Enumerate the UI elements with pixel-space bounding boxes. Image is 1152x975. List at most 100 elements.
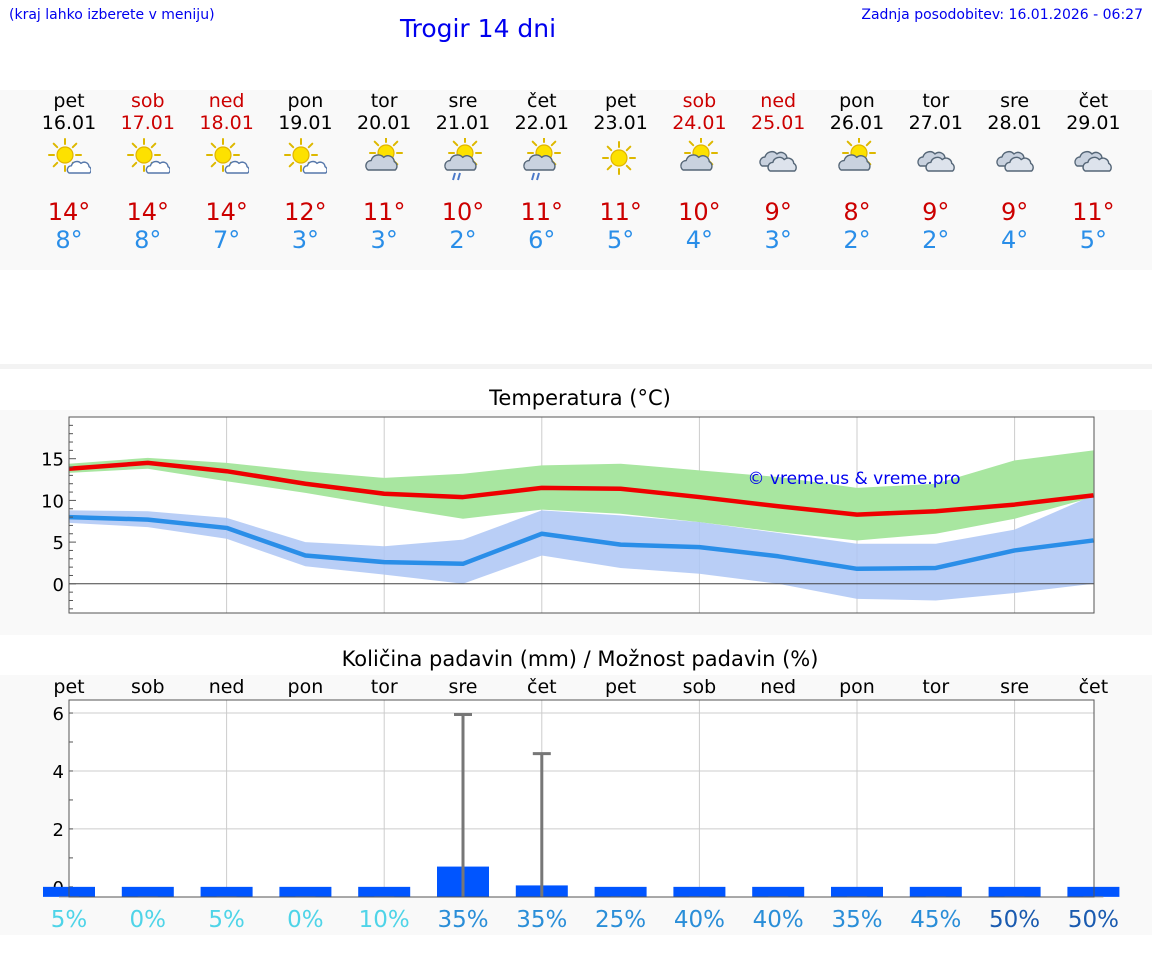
day-min-temp: 7° xyxy=(212,226,241,254)
precip-probability-label: 5% xyxy=(51,907,88,933)
day-max-temp: 14° xyxy=(205,198,248,226)
precip-probability-label: 5% xyxy=(208,907,245,933)
precip-probability-label: 35% xyxy=(516,907,567,933)
cloud-sun-icon xyxy=(365,138,404,171)
day-name: sob xyxy=(682,90,717,112)
day-date: 21.01 xyxy=(435,112,491,134)
day-column: ned 25.01 9° 3° xyxy=(740,90,816,270)
precipitation-chart-title: Količina padavin (mm) / Možnost padavin … xyxy=(341,647,819,671)
day-date: 18.01 xyxy=(199,112,254,134)
day-name: tor xyxy=(922,90,950,112)
day-date: 27.01 xyxy=(908,112,963,134)
day-date: 19.01 xyxy=(278,112,333,134)
day-column: pet 16.01 14° 8° xyxy=(31,90,107,270)
precip-day-label: tor xyxy=(371,676,398,698)
day-max-temp: 9° xyxy=(922,198,950,226)
day-date: 26.01 xyxy=(829,112,885,134)
precip-day-label: sre xyxy=(449,676,478,698)
cloudy-icon xyxy=(995,151,1034,172)
temperature-chart: 0 5 10 15 © vreme.us & vreme.pro xyxy=(41,416,1095,614)
day-column: ned 18.01 14° 7° xyxy=(189,90,265,270)
cloud-sun-rain-icon xyxy=(523,138,561,181)
day-min-temp: 8° xyxy=(55,226,83,254)
sun-cloud-icon xyxy=(284,138,328,174)
day-min-temp: 4° xyxy=(685,226,714,254)
precip-bar xyxy=(909,886,962,897)
cloud-sun-icon xyxy=(838,138,876,171)
day-column: pon 19.01 12° 3° xyxy=(267,90,343,270)
max-temp-range-band xyxy=(69,450,1094,541)
precip-day-label: čet xyxy=(527,676,557,698)
day-max-temp: 11° xyxy=(1072,198,1115,226)
day-name: ned xyxy=(760,90,797,112)
day-column: tor 27.01 9° 2° xyxy=(898,90,974,270)
sun-cloud-icon xyxy=(126,138,170,174)
day-date: 16.01 xyxy=(41,112,97,134)
precip-day-label: pet xyxy=(605,676,636,698)
precip-day-label: tor xyxy=(922,676,949,698)
day-column: sre 28.01 9° 4° xyxy=(977,90,1053,270)
precip-bar xyxy=(1067,886,1120,897)
precip-day-label: pet xyxy=(53,676,84,698)
day-max-temp: 10° xyxy=(441,198,485,226)
day-name: ned xyxy=(208,90,245,112)
precip-probability-label: 40% xyxy=(753,907,804,933)
day-max-temp: 11° xyxy=(599,198,642,226)
day-name: pon xyxy=(839,90,875,112)
y-tick-label: 2 xyxy=(53,820,64,841)
day-min-temp: 3° xyxy=(764,226,792,254)
day-date: 28.01 xyxy=(987,112,1042,134)
day-column: sob 24.01 10° 4° xyxy=(661,90,737,270)
day-name: pet xyxy=(604,90,637,112)
day-name: čet xyxy=(1078,90,1109,112)
day-name: sre xyxy=(448,90,478,112)
day-name: sob xyxy=(131,90,165,112)
precip-bar xyxy=(594,886,647,897)
precip-probability-label: 45% xyxy=(910,907,961,933)
day-name: pet xyxy=(53,90,85,112)
sun-cloud-icon xyxy=(205,138,249,174)
temperature-chart-title: Temperatura (°C) xyxy=(489,386,671,410)
day-min-temp: 3° xyxy=(291,226,320,254)
y-tick-label: 0 xyxy=(53,575,64,596)
precip-probability-label: 50% xyxy=(989,907,1040,933)
precip-bar xyxy=(673,886,726,897)
y-tick-label: 15 xyxy=(41,450,64,471)
day-max-temp: 14° xyxy=(47,198,91,226)
min-temp-range-band xyxy=(69,495,1094,601)
precip-bar xyxy=(831,886,883,897)
precip-bar xyxy=(752,886,805,897)
day-name: tor xyxy=(370,90,398,112)
day-column: čet 29.01 11° 5° xyxy=(1055,90,1131,270)
precip-day-label: ned xyxy=(760,676,796,698)
day-min-temp: 5° xyxy=(606,226,635,254)
sun-icon xyxy=(601,141,636,175)
max-temp-line xyxy=(68,460,1094,517)
day-min-temp: 5° xyxy=(1079,226,1108,254)
day-column: tor 20.01 11° 3° xyxy=(346,90,422,270)
day-max-temp: 9° xyxy=(764,198,792,226)
day-max-temp: 9° xyxy=(1000,198,1029,226)
precip-day-label: čet xyxy=(1079,676,1109,698)
precip-day-label: sob xyxy=(683,676,717,698)
day-min-temp: 2° xyxy=(449,226,477,254)
day-name: čet xyxy=(527,90,557,112)
precip-bar xyxy=(121,886,174,897)
last-updated: Zadnja posodobitev: 16.01.2026 - 06:27 xyxy=(861,7,1143,23)
y-tick-label: 5 xyxy=(53,533,64,554)
cloud-sun-icon xyxy=(680,138,719,171)
plot-area xyxy=(69,700,1094,897)
precip-day-label: ned xyxy=(209,676,245,698)
min-temp-line xyxy=(68,514,1094,572)
cloudy-icon xyxy=(1074,151,1113,172)
day-max-temp: 10° xyxy=(678,198,721,226)
day-date: 29.01 xyxy=(1066,112,1121,134)
precip-probability-label: 35% xyxy=(437,907,488,933)
day-column: sre 21.01 10° 2° xyxy=(425,90,501,270)
precip-day-label: sre xyxy=(1000,676,1029,698)
y-tick-label: 10 xyxy=(41,491,64,512)
day-column: pet 23.01 11° 5° xyxy=(583,90,659,270)
precip-probability-label: 0% xyxy=(287,907,324,933)
copyright-text: © vreme.us & vreme.pro xyxy=(747,469,960,489)
plot-frame xyxy=(68,699,1095,898)
